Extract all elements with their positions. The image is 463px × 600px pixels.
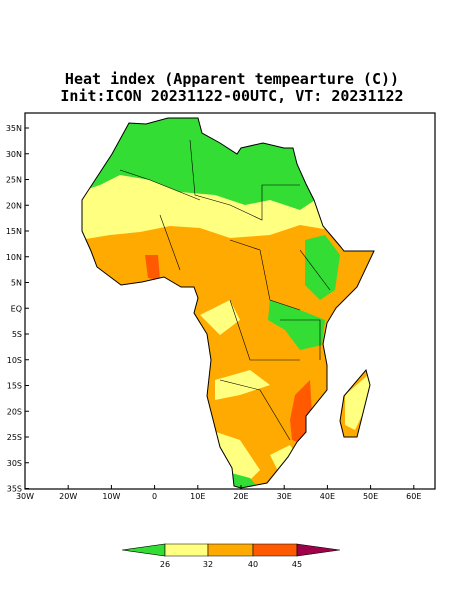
lat-label: 5S	[12, 330, 22, 339]
lat-axis: 35N 30N 25N 20N 15N 10N 5N EQ 5S 10S 15S 20S 25S 30S 3…	[6, 124, 29, 494]
lon-label: 10E	[190, 492, 205, 501]
heat-region	[268, 300, 325, 350]
colorbar-segment	[121, 543, 166, 557]
lon-label: 40E	[320, 492, 335, 501]
lat-label: 5N	[11, 279, 22, 288]
lat-label: 30N	[6, 150, 22, 159]
lon-label: 0	[152, 492, 157, 501]
lat-label: 15N	[6, 227, 22, 236]
colorbar: 26 32 40 45	[121, 543, 341, 569]
title: Heat index (Apparent tempearture (C))	[65, 70, 399, 88]
lat-label: 35N	[6, 124, 22, 133]
colorbar-segment	[164, 543, 209, 557]
lon-label: 30W	[16, 492, 34, 501]
colorbar-label: 40	[248, 560, 258, 569]
lon-axis: 30W 20W 10W 0 10E 20E 30E 40E 50E 60E	[16, 485, 421, 501]
lon-label: 20W	[59, 492, 77, 501]
lon-label: 50E	[363, 492, 378, 501]
lat-label: 30S	[7, 459, 22, 468]
heat-region	[200, 300, 270, 400]
colorbar-label: 45	[292, 560, 302, 569]
lat-label: 20S	[7, 407, 22, 416]
lon-label: 10W	[102, 492, 120, 501]
lon-label: 60E	[406, 492, 421, 501]
colorbar-segment	[252, 543, 298, 557]
lat-label: 25S	[7, 433, 22, 442]
lat-label: 15S	[7, 382, 22, 391]
lon-label: 30E	[277, 492, 292, 501]
heat-region	[305, 235, 340, 300]
subtitle: Init:ICON 20231122-00UTC, VT: 20231122	[60, 87, 403, 105]
colorbar-segment	[296, 543, 341, 557]
heat-region	[145, 255, 312, 445]
heat-region	[345, 375, 372, 430]
border-lines	[119, 139, 331, 441]
lat-label: 10N	[6, 253, 22, 262]
lat-label: 35S	[7, 485, 22, 494]
borders	[119, 139, 331, 441]
lat-label: 20N	[6, 201, 22, 210]
colorbar-segment	[207, 543, 254, 557]
lat-label: 10S	[7, 356, 22, 365]
lon-label: 20E	[233, 492, 248, 501]
colorbar-label: 26	[160, 560, 170, 569]
lat-label: 25N	[6, 176, 22, 185]
lat-label: EQ	[11, 304, 22, 313]
colorbar-label: 32	[203, 560, 213, 569]
